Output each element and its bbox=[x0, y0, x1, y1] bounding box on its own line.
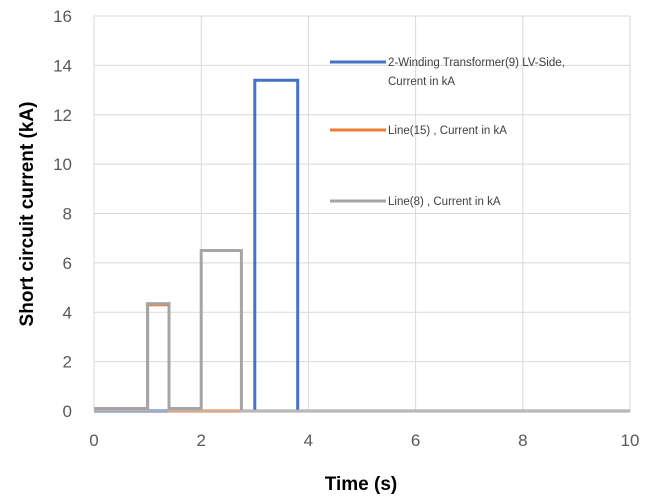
legend-label: Line(8) , Current in kA bbox=[388, 196, 501, 208]
x-tick-label: 10 bbox=[621, 431, 640, 450]
y-tick-label: 4 bbox=[63, 303, 72, 322]
y-axis-title: Short circuit current (kA) bbox=[17, 102, 38, 327]
x-tick-label: 8 bbox=[518, 431, 527, 450]
series-line-3 bbox=[94, 249, 630, 413]
x-axis-title: Time (s) bbox=[325, 474, 398, 495]
y-tick-label: 16 bbox=[53, 7, 72, 26]
legend: 2-Winding Transformer(9) LV-Side, Current… bbox=[330, 57, 565, 208]
legend-label: Current in kA bbox=[388, 76, 455, 88]
x-tick-label: 4 bbox=[304, 431, 313, 450]
y-tick-label: 2 bbox=[63, 353, 72, 372]
x-tick-label: 0 bbox=[89, 431, 98, 450]
x-tick-label: 6 bbox=[411, 431, 420, 450]
y-tick-label: 10 bbox=[53, 155, 72, 174]
y-tick-label: 12 bbox=[53, 106, 72, 125]
y-tick-label: 14 bbox=[53, 56, 72, 75]
series-line-2 bbox=[94, 303, 630, 413]
legend-label: Line(15) , Current in kA bbox=[388, 125, 507, 137]
y-tick-label: 6 bbox=[63, 254, 72, 273]
legend-label: 2-Winding Transformer(9) LV-Side, bbox=[388, 57, 565, 69]
y-tick-label: 0 bbox=[63, 402, 72, 421]
y-tick-label: 8 bbox=[63, 205, 72, 224]
axes: 0 2 4 6 8 10 12 14 16 0 2 4 6 8 10 bbox=[53, 7, 639, 450]
gridlines bbox=[93, 15, 631, 412]
x-tick-label: 2 bbox=[196, 431, 205, 450]
